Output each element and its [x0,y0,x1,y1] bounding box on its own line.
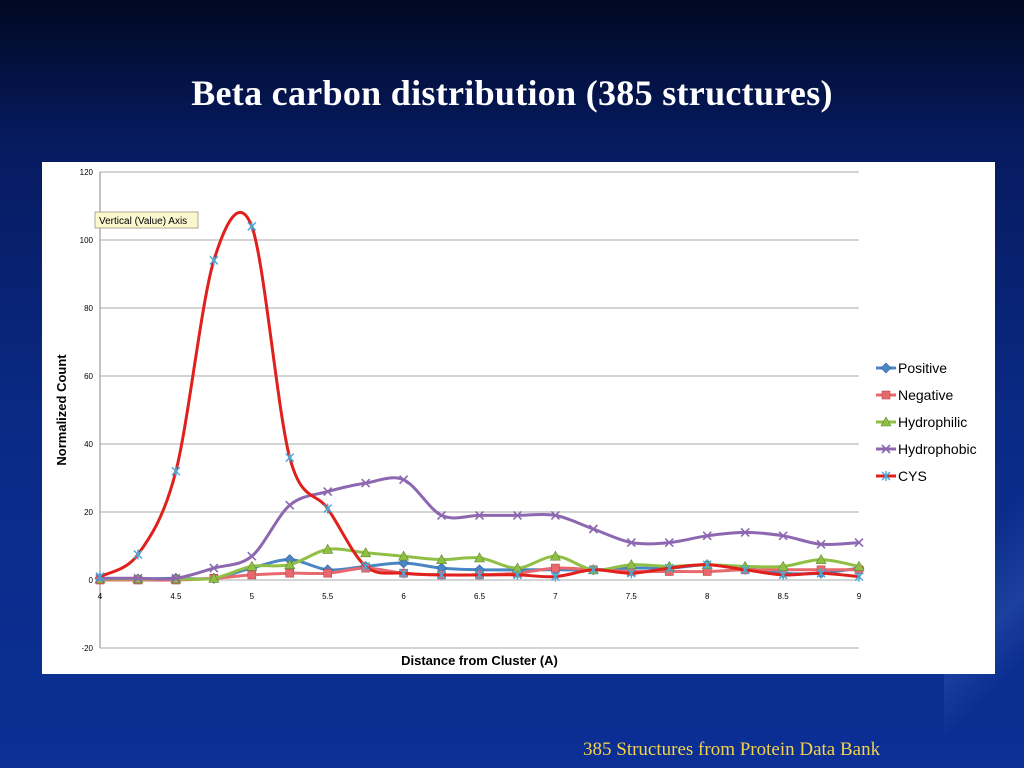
hydrophobic-point [171,573,181,583]
hydrophilic-point [549,550,561,561]
x-tick-label: 4.5 [170,592,182,601]
hydrophobic-point [399,475,409,485]
legend-hydrophilic-label: Hydrophilic [898,414,967,430]
cys-point [323,503,333,514]
hydrophobic-point [133,573,143,583]
cys-point [740,564,750,575]
y-tick-label: 0 [89,576,94,585]
negative-point [247,570,257,580]
cys-series-line [98,211,861,579]
negative-point [285,568,295,578]
cys-point [550,571,560,582]
legend-cys-point [881,471,891,481]
hydrophilic-point [246,560,258,571]
x-tick-label: 6 [401,592,406,601]
hydrophobic-point [474,510,485,520]
x-tick-label: 5.5 [322,592,334,601]
y-tick-label: 20 [84,508,93,517]
slide-title: Beta carbon distribution (385 structures… [191,73,833,113]
cys-point [285,452,295,463]
cys-point [475,569,484,580]
tooltip-text: Vertical (Value) Axis [99,216,187,227]
x-tick-label: 9 [857,592,862,601]
cys-point [361,561,371,572]
y-axis-title: Normalized Count [54,354,69,466]
y-tick-label: 100 [80,236,94,245]
cys-point [171,466,181,477]
hydrophobic-point [550,510,560,520]
tooltip-box [94,211,199,229]
x-tick-label: 7.5 [626,592,638,601]
legend-negative-label: Negative [898,387,953,403]
hydrophobic-point [588,524,598,534]
hydrophobic-point [664,538,674,548]
negative-point [323,568,333,578]
cys-point [247,221,257,232]
x-axis-title: Distance from Cluster (A) [401,653,558,668]
legend-cys-label: CYS [898,468,927,484]
hydrophilic-point [436,553,448,564]
hydrophilic-point [360,547,372,558]
line-chart: 120 100 80 60 40 20 0 -20 4 4.5 5 5.5 6 6.5 7 7.5 8 8.5 9 D… [54,168,977,668]
y-tick-label: 120 [80,168,94,177]
cys-point [702,559,712,570]
hydrophilic-point [398,550,410,561]
x-tick-label: 8.5 [778,592,790,601]
hydrophobic-point [778,531,788,541]
hydrophobic-point [285,500,295,510]
cys-point [437,569,447,580]
hydrophobic-point [626,538,636,548]
cys-point [512,569,522,580]
cys-point [399,568,409,579]
footer-caption: 385 Structures from Protein Data Bank [583,739,881,760]
hydrophobic-point [854,538,864,548]
hydrophilic-point [815,553,827,564]
hydrophobic-point [361,478,371,488]
hydrophobic-point [209,563,219,573]
hydrophobic-point [247,551,257,561]
y-tick-label: 60 [84,372,93,381]
hydrophobic-point [323,487,333,497]
y-tick-label: -20 [81,644,93,653]
axis-tooltip: Vertical (Value) Axis [94,211,199,229]
hydrophilic-point [853,560,865,571]
cys-point [95,571,105,582]
legend-hydrophobic-label: Hydrophobic [898,441,977,457]
chart-panel: 120 100 80 60 40 20 0 -20 4 4.5 5 5.5 6 6.5 7 7.5 8 8.5 9 D… [42,162,995,674]
x-tick-label: 8 [705,592,710,601]
x-tick-label: 7 [553,592,558,601]
y-tick-label: 80 [84,304,93,313]
x-tick-label: 6.5 [474,592,486,601]
x-tick-label: 4 [98,592,103,601]
negative-point [551,563,560,573]
cys-point [133,549,143,560]
cys-point [816,568,826,579]
cys-point [626,568,636,579]
hydrophobic-point [816,539,826,549]
hydrophobic-point [512,510,523,520]
y-tick-label: 40 [84,440,93,449]
cys-point [588,564,598,575]
hydrophilic-point [473,552,486,563]
cys-point [854,571,864,582]
cys-point [209,255,219,266]
cys-point [664,563,674,574]
legend-positive-point [880,362,892,374]
hydrophobic-point [740,527,750,537]
legend-hydrophobic-point [881,444,891,454]
hydrophilic-point [208,572,220,583]
x-tick-label: 5 [250,592,255,601]
legend-negative-point [881,390,891,400]
legend-positive-label: Positive [898,360,947,376]
hydrophobic-point [702,531,712,541]
cys-point [778,569,788,580]
hydrophobic-point [436,510,447,520]
hydrophilic-point [322,543,334,554]
legend-hydrophilic-point [880,416,892,427]
hydrophilic-point [284,559,296,570]
